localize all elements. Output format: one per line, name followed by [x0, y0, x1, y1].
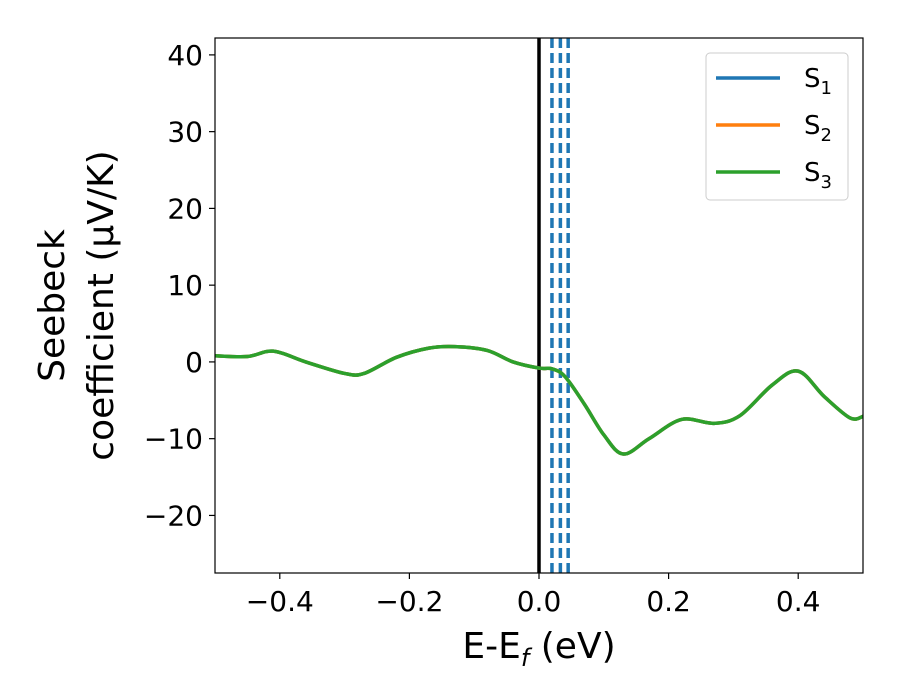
legend-label-S1: S1	[804, 64, 832, 99]
y-tick-label: 0	[185, 346, 203, 379]
ticks: −0.4 −0.2 0.0 0.2 0.4 −20 −10 0 10 20 30 40	[144, 39, 821, 618]
x-tick-label: 0.0	[517, 585, 562, 618]
y-tick-label: −10	[144, 423, 203, 456]
x-tick-label: −0.2	[375, 585, 443, 618]
y-tick-label: 10	[167, 269, 203, 302]
y-tick-label: 40	[167, 39, 203, 72]
series-line-S3	[215, 344, 863, 456]
y-axis-label-line1: Seebeck	[32, 229, 73, 382]
y-axis-label-line2: coefficient (μV/K)	[81, 150, 122, 460]
legend: S1 S2 S3	[705, 52, 849, 201]
x-tick-label: 0.2	[646, 585, 691, 618]
legend-label-S2: S2	[804, 111, 832, 146]
x-tick-label: 0.4	[776, 585, 821, 618]
y-axis-label: Seebeck coefficient (μV/K)	[32, 150, 122, 460]
y-tick-label: 30	[167, 116, 203, 149]
x-tick-label: −0.4	[246, 585, 314, 618]
y-tick-label: −20	[144, 499, 203, 532]
legend-label-S3: S3	[804, 158, 832, 193]
x-axis-label: E-Ef (eV)	[462, 626, 615, 672]
y-tick-label: 20	[167, 192, 203, 225]
plot-area	[215, 38, 863, 573]
